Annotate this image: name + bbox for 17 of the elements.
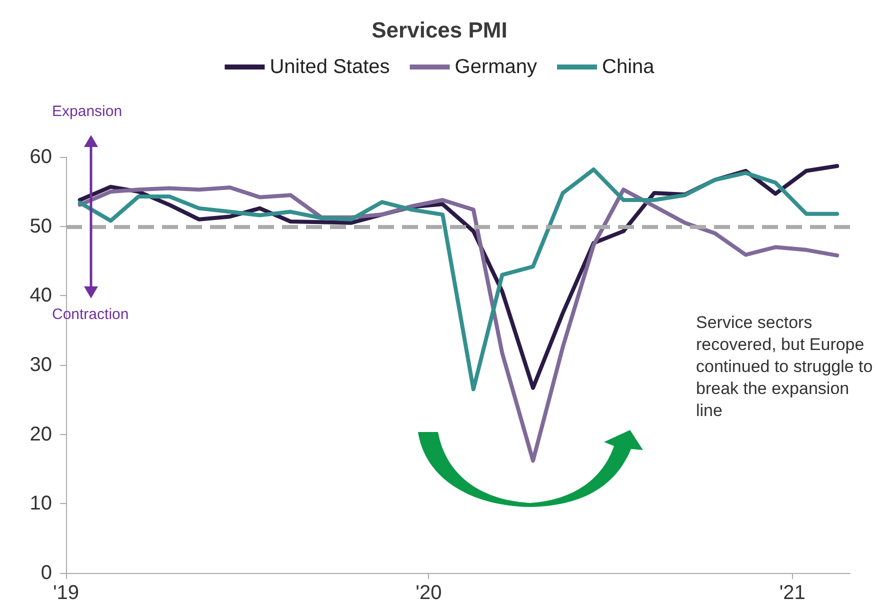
y-tick-label: 10 bbox=[30, 492, 52, 515]
legend-label: Germany bbox=[454, 56, 538, 78]
y-tick-label: 60 bbox=[30, 146, 52, 168]
y-tick-label: 30 bbox=[30, 354, 52, 376]
x-tick-label: '21 bbox=[779, 582, 806, 604]
y-tick-label: 40 bbox=[30, 284, 52, 307]
x-tick-label: '19 bbox=[52, 582, 80, 604]
chart-title: Services PMI bbox=[372, 18, 508, 42]
x-tick-label: '20 bbox=[416, 582, 442, 604]
annotation: Contraction bbox=[52, 306, 129, 324]
y-tick-label: 0 bbox=[40, 562, 52, 584]
y-tick-label: 50 bbox=[30, 215, 52, 238]
annotation: Service sectors recovered, but Europe continued to struggle to break the expansion line bbox=[696, 312, 874, 422]
legend-label: China bbox=[602, 56, 656, 78]
y-tick-label: 20 bbox=[30, 423, 52, 446]
legend-label: United States bbox=[270, 56, 390, 78]
text: Expansion bbox=[52, 103, 122, 120]
